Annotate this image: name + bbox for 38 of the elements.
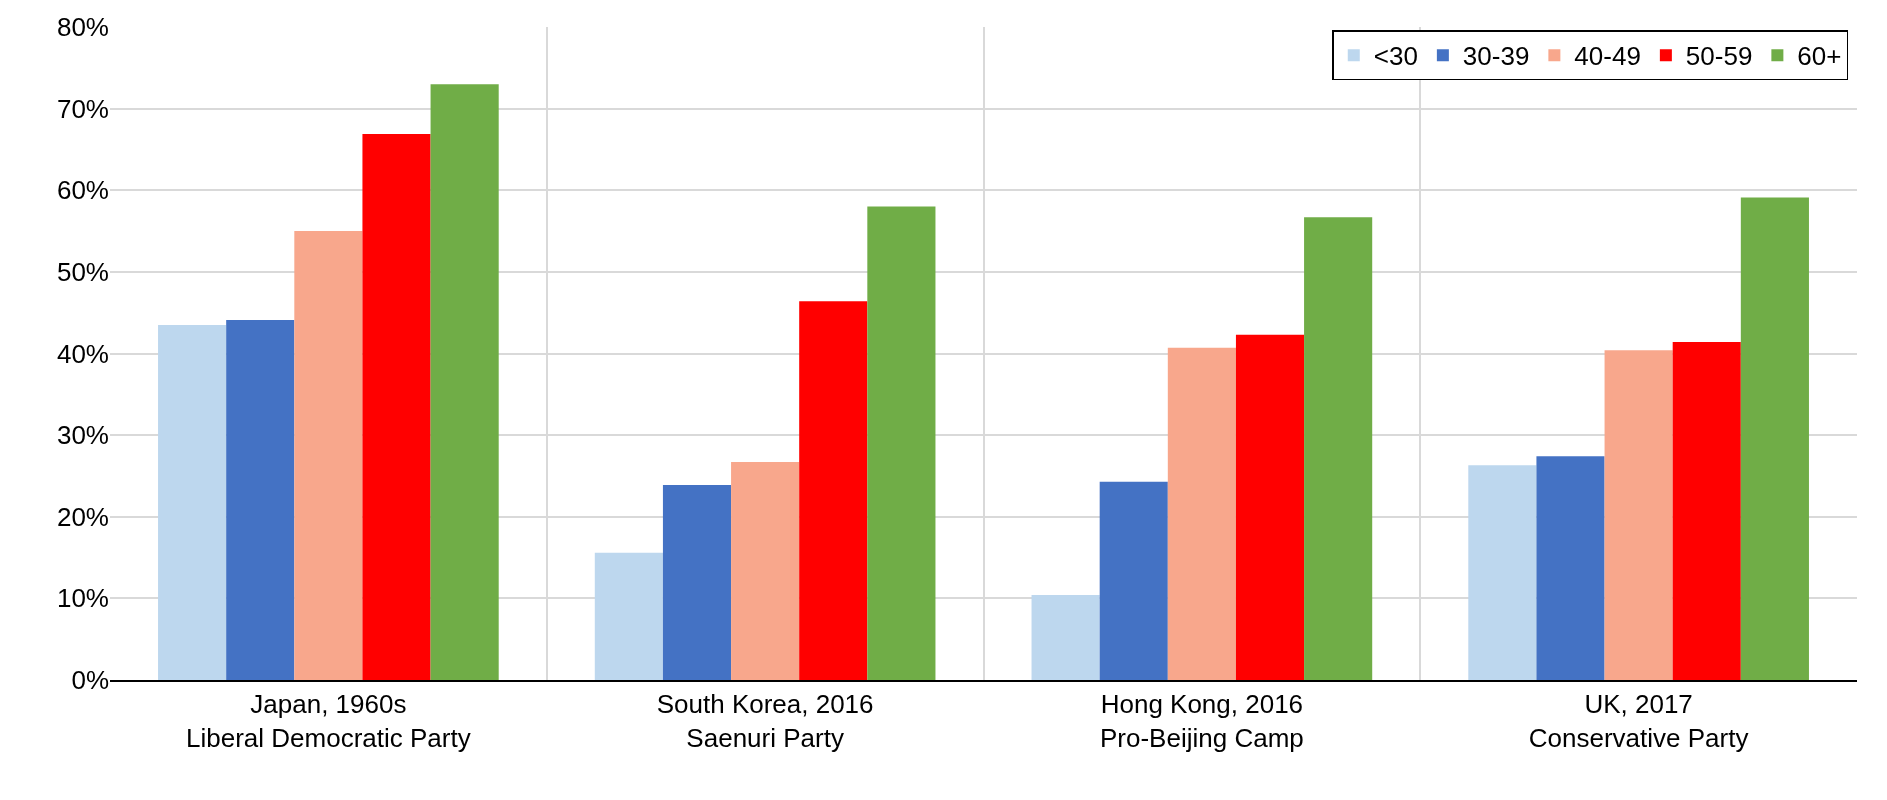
bar [1235,334,1305,680]
legend-label: 40-49 [1574,41,1641,72]
bar [1468,465,1537,680]
bar [362,133,431,680]
x-tick-label: Japan, 1960s Liberal Democratic Party [186,688,471,753]
bar [1031,595,1100,680]
y-tick-label: 80% [56,12,109,43]
bar [799,301,868,680]
bar [430,84,499,680]
bar [158,324,227,680]
bar [662,484,732,680]
bar [731,462,800,680]
y-tick-label: 50% [56,256,109,287]
y-tick-label: 0% [71,665,109,696]
bar [1536,456,1605,680]
y-tick-label: 10% [56,583,109,614]
bar [867,206,936,680]
bar [1304,217,1373,680]
bar [1099,481,1168,680]
y-tick-label: 30% [56,420,109,451]
bar [1672,342,1741,680]
legend-label: <30 [1373,41,1418,72]
y-tick-label: 20% [56,501,109,532]
bar [1740,197,1809,680]
x-tick-label: Hong Kong, 2016 Pro-Beijing Camp [1100,688,1304,753]
x-tick-label: UK, 2017 Conservative Party [1528,688,1749,753]
bar [294,231,363,680]
bar [226,320,295,680]
legend-label: 60+ [1797,41,1842,72]
x-tick-label: South Korea, 2016 Saenuri Party [656,688,874,753]
bar [1167,347,1236,680]
legend-label: 30-39 [1462,41,1530,72]
bar [1604,350,1673,680]
y-tick-label: 60% [56,175,109,206]
y-tick-label: 70% [56,93,109,124]
legend-label: 50-59 [1685,41,1753,72]
y-tick-label: 40% [56,338,109,369]
bar [594,552,663,680]
